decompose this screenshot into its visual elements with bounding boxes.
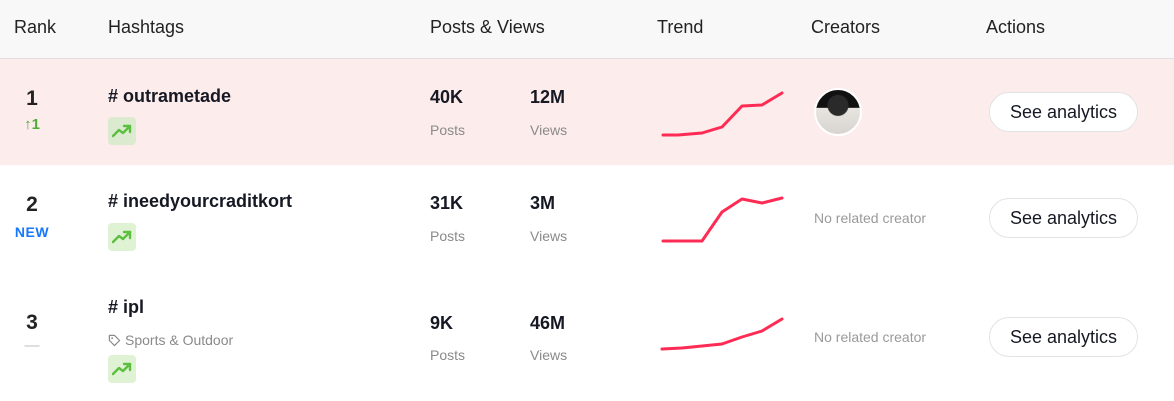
no-related-creator: No related creator <box>814 329 927 345</box>
posts-label: Posts <box>430 122 466 138</box>
see-analytics-button[interactable]: See analytics <box>989 92 1138 132</box>
table-row[interactable]: 2 NEW # ineedyourcraditkort 31K Posts 3M… <box>0 165 1174 271</box>
rank-number: 3 <box>26 311 38 334</box>
views-count: 12M <box>530 87 566 107</box>
header-trend: Trend <box>657 17 704 37</box>
header-creators: Creators <box>811 17 881 37</box>
creator-avatar[interactable] <box>814 88 862 136</box>
header-hashtags: Hashtags <box>108 17 185 37</box>
rank-change-up: ↑1 <box>24 116 40 133</box>
posts-label: Posts <box>430 228 466 244</box>
trend-sparkline <box>661 196 784 243</box>
views-count: 46M <box>530 313 566 333</box>
header-actions: Actions <box>986 17 1046 37</box>
trending-up-icon <box>108 117 136 145</box>
trend-sparkline <box>660 317 784 351</box>
rank-new-badge: NEW <box>14 224 50 240</box>
rank-number: 1 <box>26 87 38 110</box>
posts-count: 9K <box>430 313 454 333</box>
rank-unchanged-dash: — <box>24 337 40 354</box>
posts-count: 40K <box>430 87 464 107</box>
header-posts-views: Posts & Views <box>430 17 545 37</box>
see-analytics-button[interactable]: See analytics <box>989 198 1138 238</box>
views-label: Views <box>530 228 568 244</box>
posts-label: Posts <box>430 347 466 363</box>
posts-count: 31K <box>430 193 464 213</box>
no-related-creator: No related creator <box>814 210 927 226</box>
table-header: Rank Hashtags Posts & Views Trend Creato… <box>0 0 1174 59</box>
rank-number: 2 <box>26 193 38 216</box>
trending-up-icon <box>108 223 136 251</box>
views-count: 3M <box>530 193 556 213</box>
views-label: Views <box>530 347 568 363</box>
hashtag-name[interactable]: # outrametade <box>108 86 232 106</box>
trending-up-icon <box>108 355 136 383</box>
tag-icon <box>108 334 121 346</box>
hashtag-name[interactable]: # ineedyourcraditkort <box>108 191 293 211</box>
trend-sparkline <box>661 91 784 137</box>
views-label: Views <box>530 122 568 138</box>
category-label: Sports & Outdoor <box>108 332 233 348</box>
category-text: Sports & Outdoor <box>125 332 234 348</box>
see-analytics-button[interactable]: See analytics <box>989 317 1138 357</box>
hashtag-name[interactable]: # ipl <box>108 297 145 317</box>
table-row[interactable]: 1 ↑1 # outrametade 40K Posts 12M Views S… <box>0 59 1174 165</box>
header-rank: Rank <box>14 17 57 37</box>
table-row[interactable]: 3 — # ipl Sports & Outdoor 9K Posts 46M … <box>0 271 1174 401</box>
